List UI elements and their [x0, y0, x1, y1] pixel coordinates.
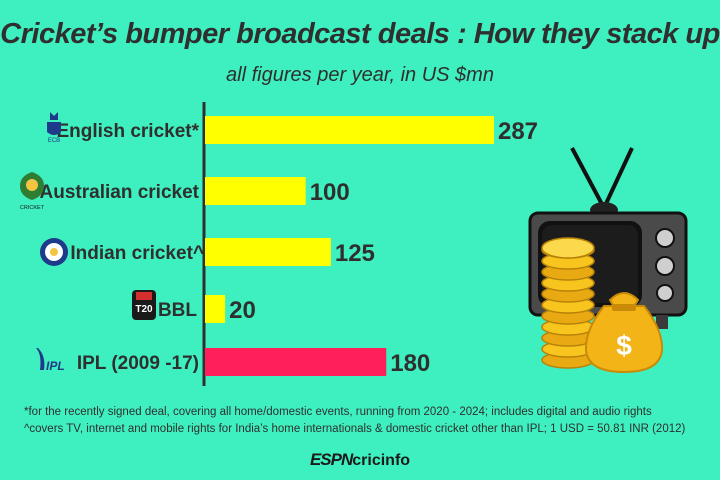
svg-text:ECB: ECB — [48, 138, 60, 144]
ipl-logo: IPL — [36, 348, 65, 373]
bbl-logo: T20 — [132, 290, 156, 320]
svg-text:$: $ — [616, 330, 632, 361]
svg-text:CRICKET: CRICKET — [20, 205, 45, 211]
bcci-logo — [40, 238, 68, 266]
bars-group: English cricket* 287 Australian cricket 100… — [40, 116, 538, 377]
value-label-1: 100 — [310, 179, 350, 206]
bar-chart: English cricket* 287 Australian cricket 100… — [20, 102, 688, 386]
cricket-australia-logo: CRICKET — [20, 172, 45, 211]
bar-1 — [205, 177, 306, 205]
brand-cricinfo: cricinfo — [352, 452, 411, 469]
brand-espn: ESPN — [309, 450, 353, 469]
value-label-4: 180 — [390, 350, 430, 377]
footnote-english: *for the recently signed deal, covering … — [24, 406, 652, 418]
bar-3 — [205, 295, 226, 323]
chart-title: Cricket’s bumper broadcast deals : How t… — [0, 18, 720, 50]
value-label-3: 20 — [229, 297, 256, 324]
svg-text:IPL: IPL — [46, 359, 65, 373]
ecb-logo: ECB — [47, 112, 61, 144]
money-bag-icon: $ — [584, 292, 664, 374]
category-label-2: Indian cricket^ — [70, 243, 204, 264]
coin-stack-icon — [541, 237, 595, 369]
value-label-2: 125 — [335, 240, 375, 267]
bar-4 — [205, 348, 387, 376]
value-label-0: 287 — [498, 118, 538, 145]
espncricinfo-logo: ESPNcricinfo — [0, 450, 720, 470]
category-label-1: Australian cricket — [40, 182, 200, 203]
svg-text:T20: T20 — [135, 304, 153, 315]
bar-2 — [205, 238, 331, 266]
category-label-0: English cricket* — [56, 121, 199, 142]
category-label-4: IPL (2009 -17) — [77, 353, 199, 374]
category-label-3: BBL — [158, 300, 197, 321]
chart-subtitle: all figures per year, in US $mn — [226, 64, 494, 86]
bar-0 — [205, 116, 494, 144]
footnote-indian: ^covers TV, internet and mobile rights f… — [24, 423, 686, 435]
